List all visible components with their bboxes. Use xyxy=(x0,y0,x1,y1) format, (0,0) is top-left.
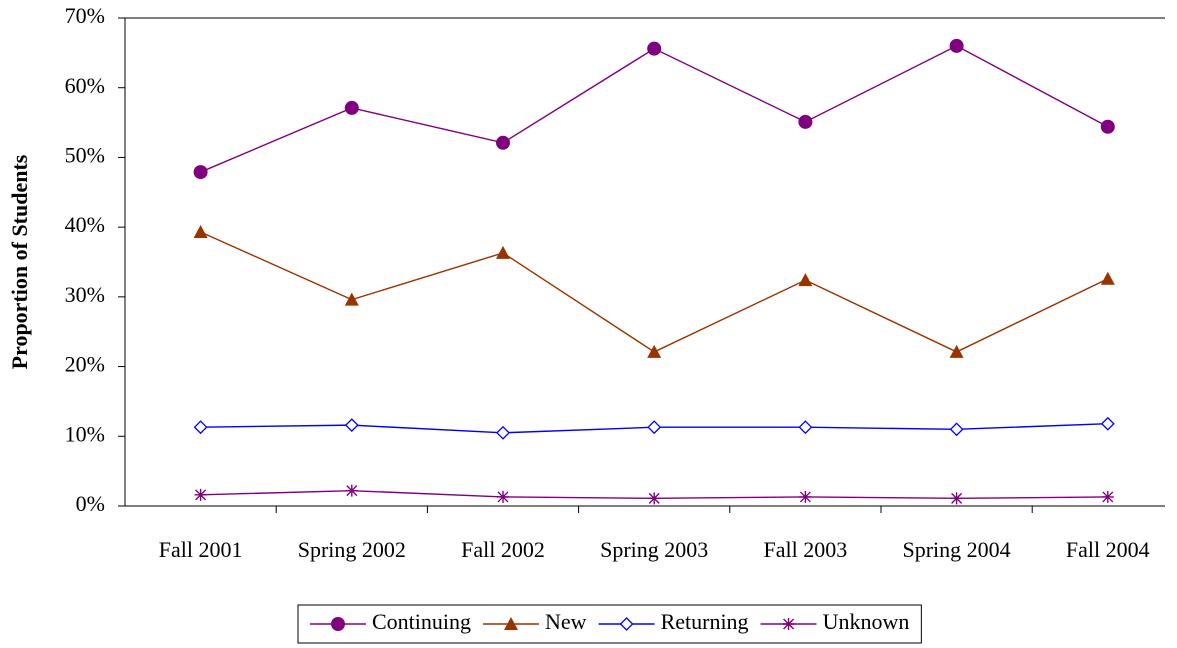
y-tick-label: 70% xyxy=(65,3,105,28)
data-point xyxy=(497,490,509,503)
legend-marker xyxy=(504,617,519,630)
legend: Continuing New Returning Unknown xyxy=(297,604,922,644)
data-point xyxy=(949,422,964,437)
y-tick-label: 0% xyxy=(76,491,105,516)
series-line xyxy=(200,45,1109,173)
data-point xyxy=(647,420,662,435)
data-point xyxy=(647,344,662,358)
y-tick-label: 20% xyxy=(65,352,105,377)
x-tick-label: Fall 2002 xyxy=(461,537,545,562)
legend-label: New xyxy=(545,609,587,634)
data-point xyxy=(647,41,662,56)
data-point xyxy=(950,492,963,505)
legend-marker xyxy=(619,617,634,631)
data-point xyxy=(193,420,208,435)
y-tick-label: 40% xyxy=(65,212,105,237)
data-point xyxy=(799,490,812,503)
data-point xyxy=(798,273,813,287)
data-point xyxy=(496,425,510,440)
legend-marker xyxy=(782,618,795,630)
y-axis-title: Proportion of Students xyxy=(7,154,32,369)
data-point xyxy=(496,245,510,259)
series-line xyxy=(200,231,1109,353)
x-tick-label: Spring 2004 xyxy=(903,537,1011,562)
x-tick-label: Spring 2003 xyxy=(600,537,708,562)
x-tick-label: Fall 2004 xyxy=(1066,537,1150,562)
legend-label: Unknown xyxy=(823,609,910,634)
data-point xyxy=(1101,490,1114,503)
x-tick-label: Spring 2002 xyxy=(298,537,406,562)
data-point xyxy=(193,165,208,180)
data-point xyxy=(1100,416,1115,431)
data-point xyxy=(949,38,964,53)
data-point xyxy=(798,114,813,129)
y-tick-label: 50% xyxy=(65,142,105,167)
data-point xyxy=(193,225,208,239)
data-point xyxy=(344,100,359,115)
data-point xyxy=(1100,119,1115,134)
data-point xyxy=(496,135,510,150)
y-tick-label: 60% xyxy=(65,73,105,98)
x-tick-label: Fall 2001 xyxy=(159,537,243,562)
data-point xyxy=(194,488,207,501)
data-point xyxy=(344,418,359,433)
legend-marker xyxy=(331,617,345,631)
data-point xyxy=(648,492,661,505)
y-tick-label: 10% xyxy=(65,421,105,446)
data-point xyxy=(1100,271,1115,285)
y-tick-label: 30% xyxy=(65,282,105,307)
data-point xyxy=(345,484,358,497)
data-point xyxy=(344,292,359,306)
legend-label: Continuing xyxy=(372,609,471,634)
legend-label: Returning xyxy=(661,609,749,634)
x-tick-label: Fall 2003 xyxy=(764,537,848,562)
data-point xyxy=(949,344,964,358)
data-point xyxy=(798,420,813,435)
